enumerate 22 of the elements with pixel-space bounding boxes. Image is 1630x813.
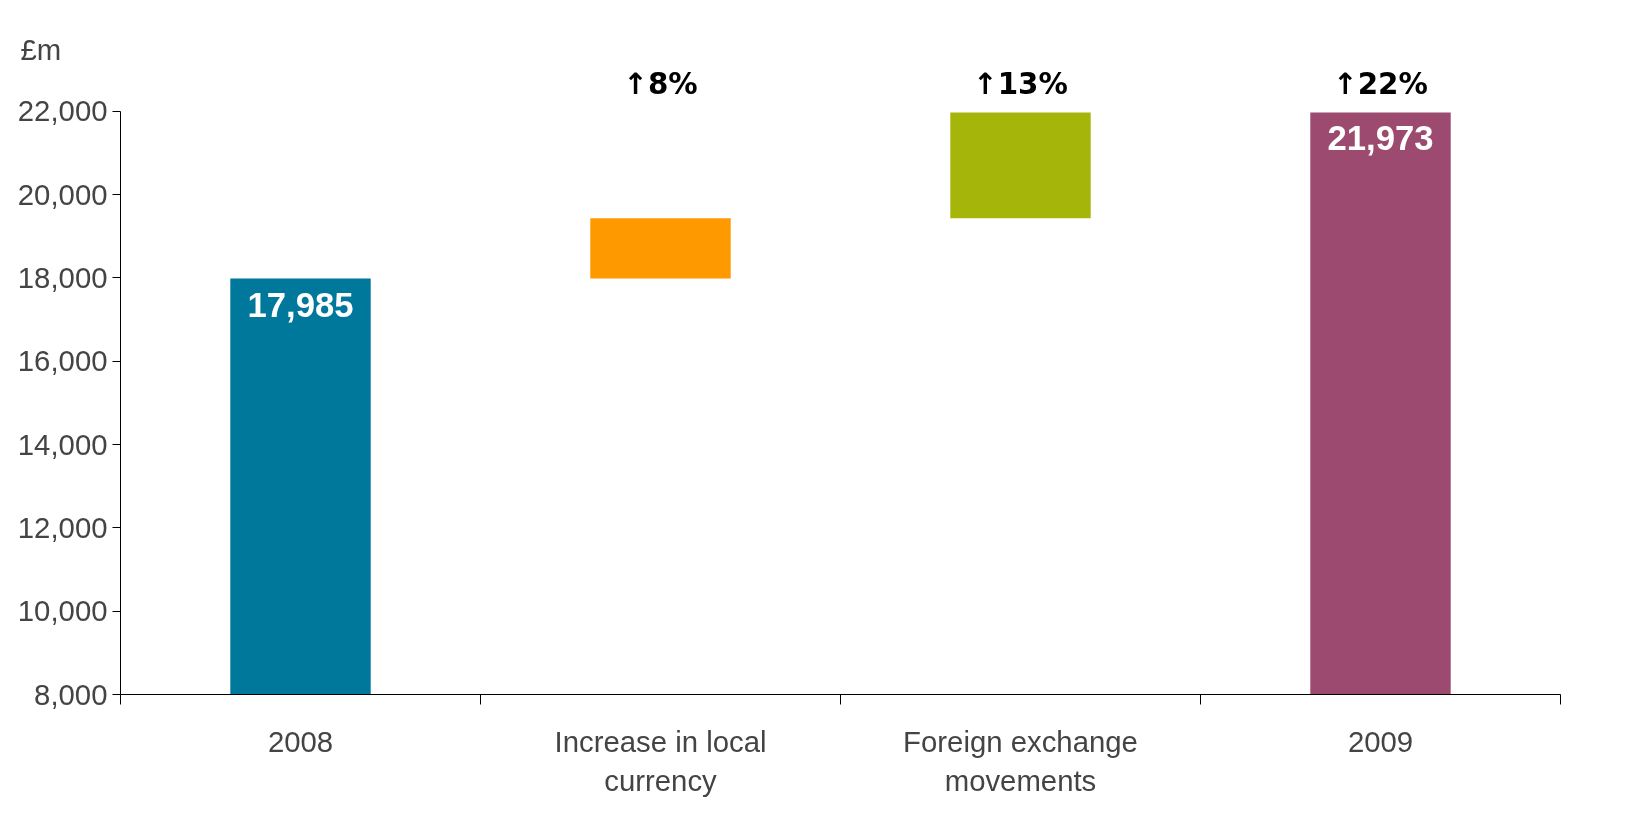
bar	[950, 112, 1091, 219]
bar	[1310, 112, 1451, 695]
y-tick-label: 12,000	[17, 510, 108, 544]
text: ↑13%	[973, 67, 1068, 102]
text: ↑8%	[623, 67, 698, 102]
x-tick-label: 2008	[267, 724, 334, 758]
text: ↑22%	[1333, 67, 1428, 102]
y-tick-label: 10,000	[17, 594, 108, 628]
data-label: 21,973	[1327, 119, 1434, 158]
y-tick-label: 14,000	[17, 427, 108, 461]
x-tick-label: 2009	[1347, 724, 1414, 758]
y-tick-label: 20,000	[17, 177, 108, 211]
x-tick-label: Increase in local currency	[554, 724, 767, 798]
data-label: 17,985	[247, 285, 354, 324]
y-tick-label: 16,000	[17, 344, 108, 378]
y-tick-label: 18,000	[17, 260, 108, 294]
y-tick-label: 8,000	[34, 677, 108, 711]
x-tick-label: Foreign exchange movements	[903, 724, 1138, 798]
y-axis-title: £m	[20, 32, 62, 66]
y-tick-label: 22,000	[17, 94, 108, 128]
bar	[590, 218, 731, 279]
bar	[230, 278, 371, 695]
